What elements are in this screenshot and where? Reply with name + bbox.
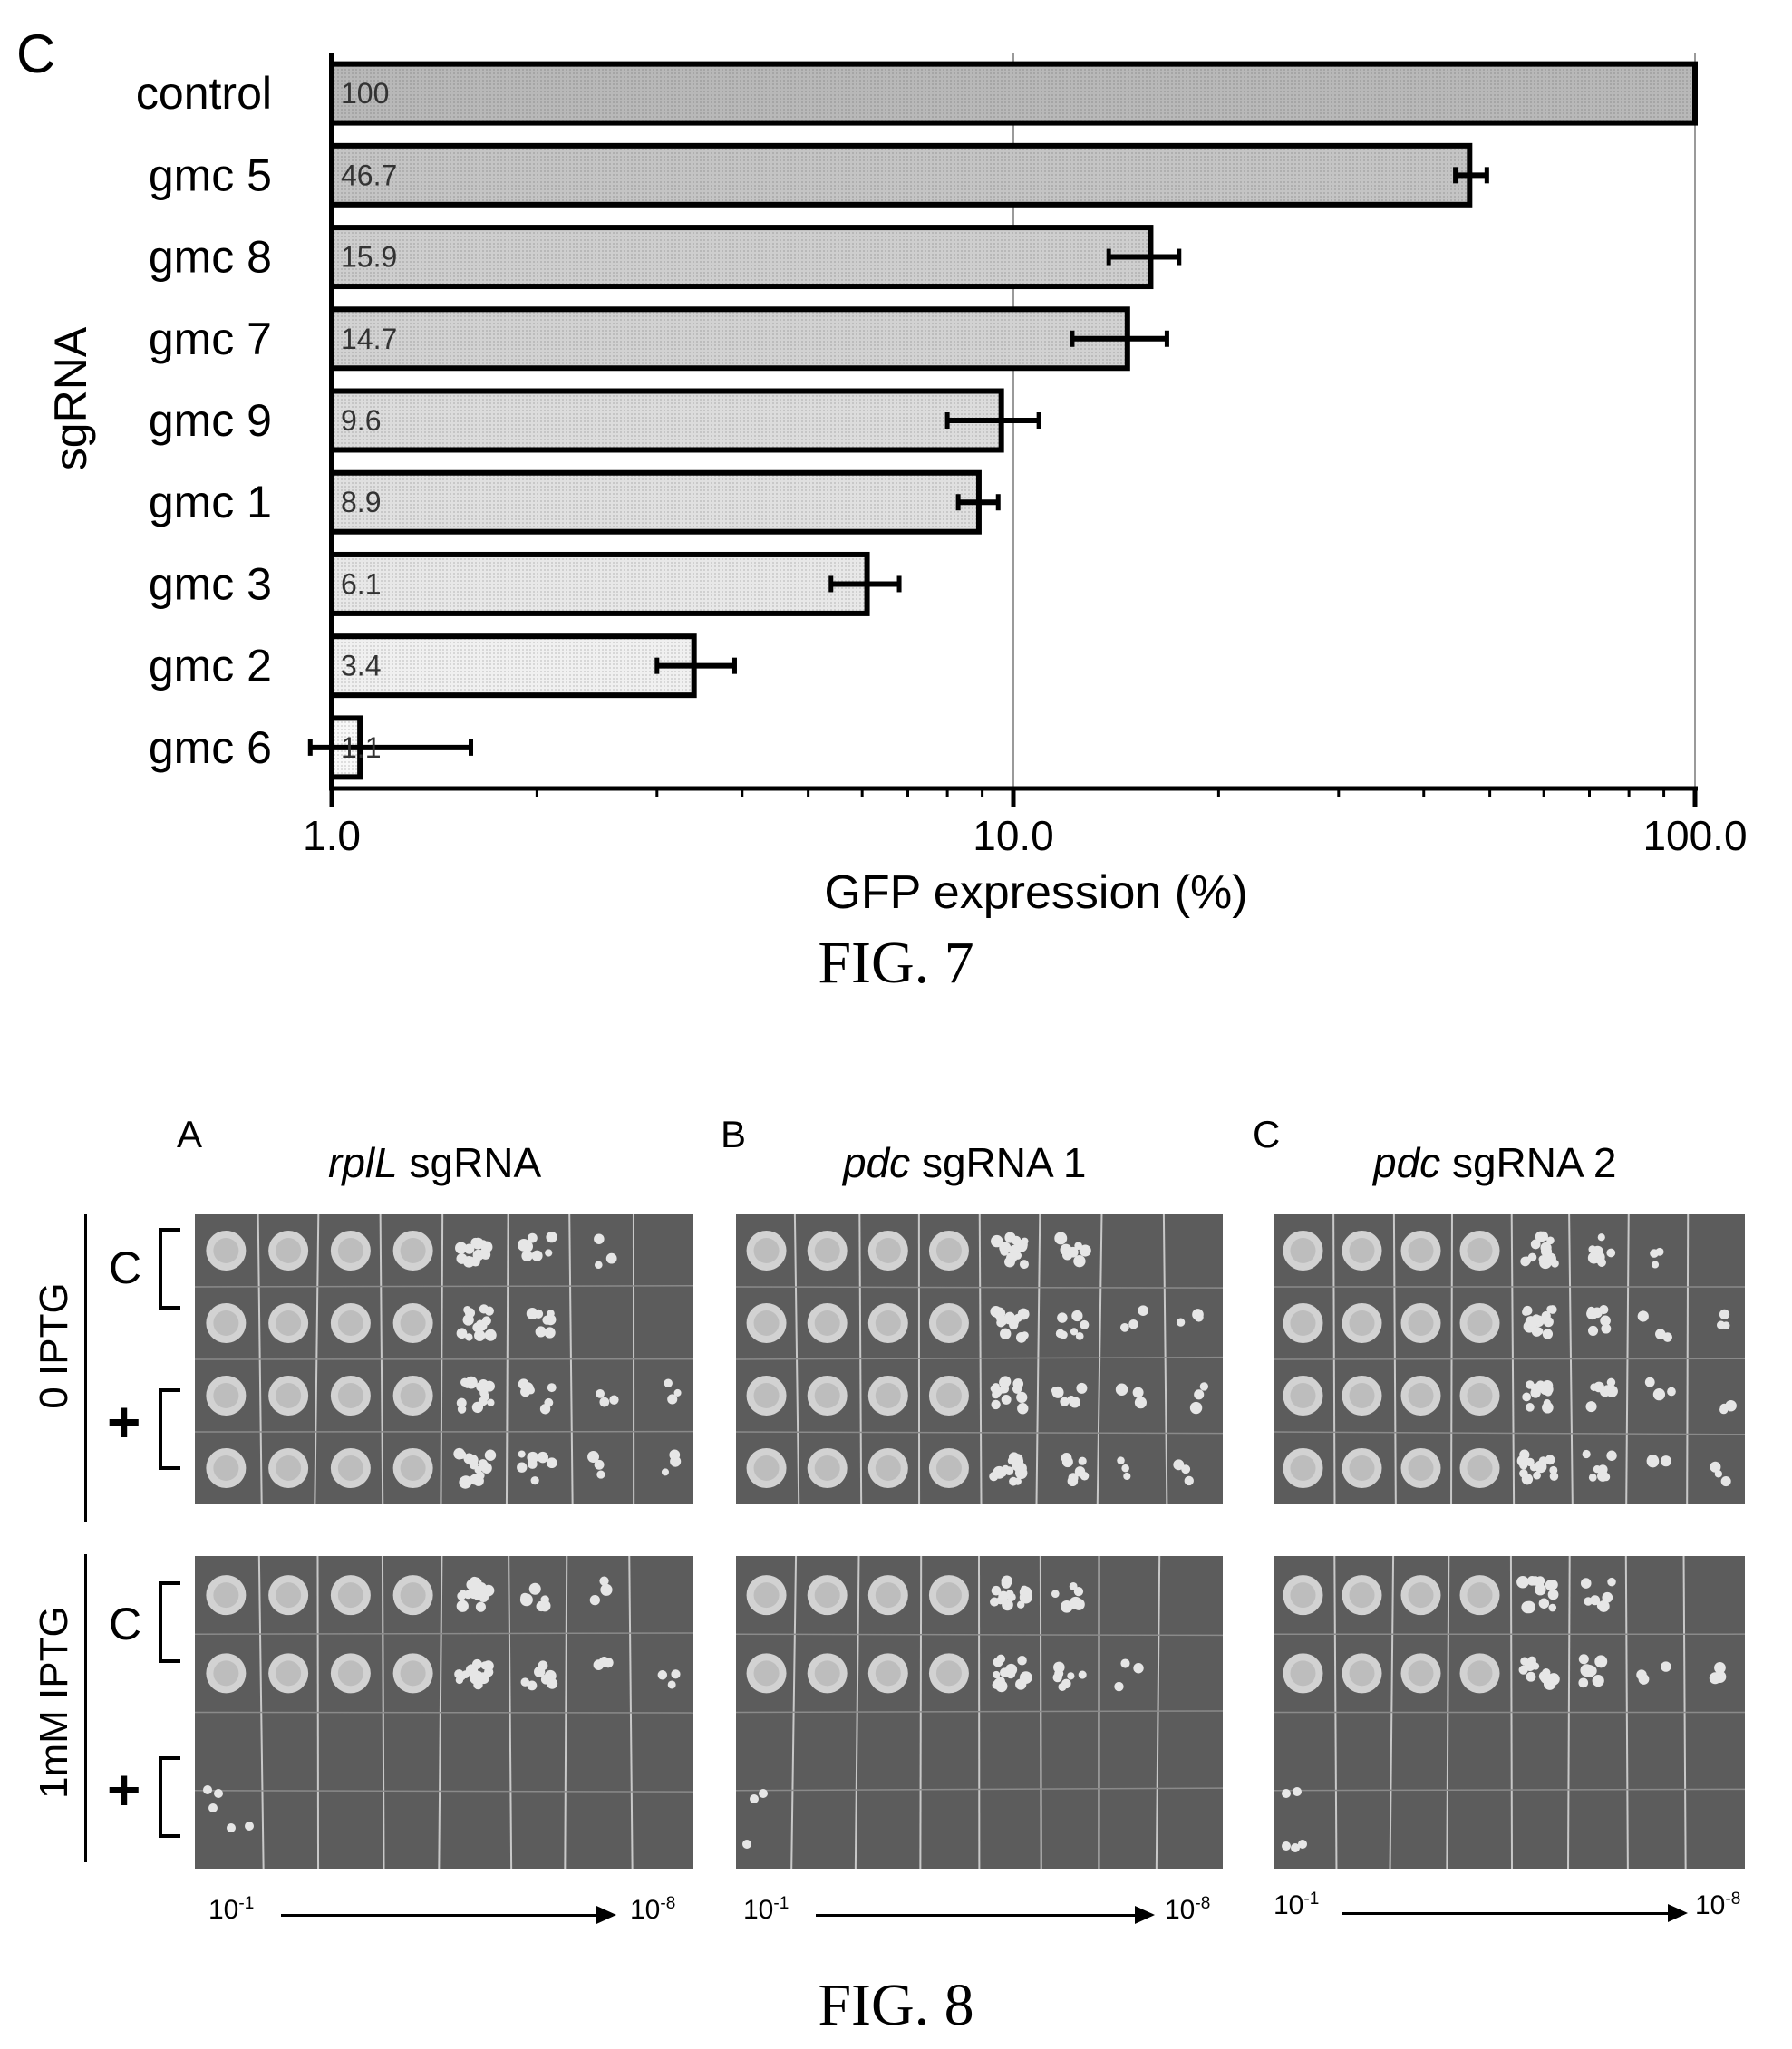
fig8-spot-assay: A rplL sgRNA B pdc sgRNA 1 C pdc sgRNA 2…: [0, 1069, 1792, 1976]
bar-1: [329, 142, 1473, 208]
bracket-control-bottom: [159, 1581, 180, 1663]
bracket-plus-top: [159, 1388, 180, 1470]
category-label-1: gmc 5: [149, 150, 272, 200]
dilution-start-b-base: 10: [743, 1895, 774, 1925]
dilution-start-a: 10-1: [208, 1894, 254, 1926]
panel-letter-a: A: [177, 1113, 203, 1155]
dilution-end-a-base: 10: [630, 1895, 661, 1925]
value-label-2: 15.9: [341, 241, 397, 274]
plate-image: [736, 1214, 1223, 1504]
row-label-1mmiptg: 1mM IPTG: [32, 1606, 76, 1799]
dilution-end-b: 10-8: [1165, 1894, 1210, 1926]
bar-3: [329, 306, 1130, 372]
panel-title-c-rest: sgRNA 2: [1440, 1139, 1617, 1186]
category-labels: control gmc 5 gmc 8 gmc 7 gmc 9 gmc 1 gmc 3 gmc…: [136, 68, 272, 773]
fig7-panel-letter: C: [16, 24, 55, 84]
plate-b-0iptg: [736, 1214, 1223, 1504]
dilution-end-a: 10-8: [630, 1894, 675, 1926]
dilution-arrow-c: [1342, 1904, 1688, 1922]
dilution-end-a-exp: -8: [660, 1894, 676, 1913]
x-tick-label-0: 1.0: [303, 812, 361, 859]
dilution-arrow-b: [816, 1906, 1155, 1924]
category-label-3: gmc 7: [149, 314, 272, 364]
row-1mmiptg-divider: [84, 1554, 87, 1862]
panel-title-a-gene: rplL: [328, 1139, 398, 1186]
panel-title-b-gene: pdc: [843, 1139, 911, 1186]
value-label-8: 1.1: [341, 731, 381, 764]
plate-c-1mmiptg: [1274, 1556, 1745, 1869]
x-tick-label-2: 100.0: [1642, 812, 1747, 859]
value-label-7: 3.4: [341, 650, 381, 682]
chart-bars: 100 46.7 15.9 14.7 9.6 8.9 6.1 3.4 1.1: [307, 61, 1698, 780]
dilution-start-a-base: 10: [208, 1895, 239, 1925]
dilution-end-c-base: 10: [1695, 1890, 1726, 1920]
dilution-end-c: 10-8: [1695, 1890, 1740, 1921]
panel-title-c-gene: pdc: [1373, 1139, 1441, 1186]
value-label-3: 14.7: [341, 323, 397, 355]
plate-image: [195, 1214, 693, 1504]
value-label-0: 100: [341, 77, 389, 110]
dilution-start-b-exp: -1: [773, 1894, 789, 1913]
value-label-6: 6.1: [341, 567, 381, 600]
panel-title-b-rest: sgRNA 1: [910, 1139, 1087, 1186]
panel-letter-c: C: [1253, 1113, 1281, 1155]
panel-title-b: pdc sgRNA 1: [843, 1138, 1086, 1187]
category-label-5: gmc 1: [149, 477, 272, 527]
row-label-0iptg: 0 IPTG: [32, 1282, 76, 1409]
bracket-control-top: [159, 1228, 180, 1310]
bar-0: [329, 61, 1698, 126]
row-0iptg-divider: [84, 1214, 87, 1522]
fig7-caption: FIG. 7: [818, 930, 974, 996]
dilution-start-c-exp: -1: [1303, 1890, 1320, 1909]
dilution-start-c-base: 10: [1274, 1890, 1304, 1920]
plate-image: [195, 1556, 693, 1869]
category-label-8: gmc 6: [149, 722, 272, 773]
plate-b-1mmiptg: [736, 1556, 1223, 1869]
panel-title-c: pdc sgRNA 2: [1373, 1138, 1616, 1187]
bar-5: [329, 469, 982, 535]
plate-a-0iptg: [195, 1214, 693, 1504]
plate-image: [736, 1556, 1223, 1869]
category-label-0: control: [136, 68, 272, 119]
panel-title-a: rplL sgRNA: [328, 1138, 541, 1187]
panel-title-a-rest: sgRNA: [397, 1139, 542, 1186]
dilution-start-c: 10-1: [1274, 1890, 1319, 1921]
category-label-2: gmc 8: [149, 232, 272, 283]
category-label-6: gmc 3: [149, 558, 272, 609]
dilution-end-c-exp: -8: [1725, 1890, 1741, 1909]
plate-image: [1274, 1556, 1745, 1869]
plate-image: [1274, 1214, 1745, 1504]
y-axis-label: sgRNA: [45, 326, 96, 470]
plate-c-0iptg: [1274, 1214, 1745, 1504]
x-tick-label-1: 10.0: [973, 812, 1054, 859]
dilution-start-b: 10-1: [743, 1894, 789, 1926]
bar-7: [329, 633, 697, 699]
dilution-arrow-a: [281, 1906, 616, 1924]
dilution-end-b-base: 10: [1165, 1895, 1196, 1925]
group-label-control-top: C: [109, 1242, 142, 1293]
group-label-control-bottom: C: [109, 1599, 142, 1649]
x-axis-label: GFP expression (%): [824, 866, 1247, 919]
value-label-1: 46.7: [341, 159, 397, 191]
value-label-4: 9.6: [341, 404, 381, 437]
fig7-bar-chart: C sgRNA GFP expression (%) 100 46.7 15.9 14…: [16, 24, 1748, 919]
category-label-4: gmc 9: [149, 395, 272, 446]
bar-4: [329, 388, 1004, 453]
panel-letter-b: B: [721, 1113, 747, 1155]
fig8-caption: FIG. 8: [818, 1972, 974, 2038]
dilution-end-b-exp: -8: [1195, 1894, 1211, 1913]
group-label-plus-bottom: +: [107, 1757, 141, 1822]
bar-2: [329, 225, 1154, 290]
value-label-5: 8.9: [341, 486, 381, 518]
plate-a-1mmiptg: [195, 1556, 693, 1869]
bar-6: [329, 551, 870, 616]
bracket-plus-bottom: [159, 1756, 180, 1838]
category-label-7: gmc 2: [149, 641, 272, 691]
dilution-start-a-exp: -1: [238, 1894, 255, 1913]
x-axis: 1.0 10.0 100.0: [303, 53, 1748, 859]
group-label-plus-top: +: [107, 1389, 141, 1455]
